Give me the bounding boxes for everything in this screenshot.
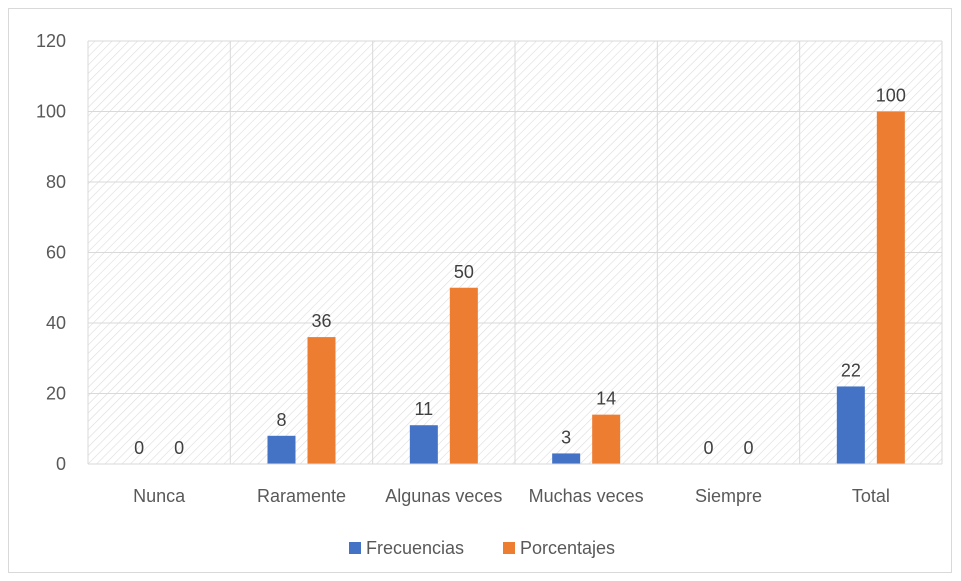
y-axis: 0 20 40 60 80 100 120 <box>36 31 66 474</box>
x-tick-label: Nunca <box>133 486 186 506</box>
data-label: 50 <box>454 262 474 282</box>
x-tick-label: Muchas veces <box>529 486 644 506</box>
bars <box>267 111 905 464</box>
bar-porcentajes <box>449 287 478 464</box>
legend-label-frecuencias: Frecuencias <box>366 538 464 558</box>
x-axis: Nunca Raramente Algunas veces Muchas veces S… <box>88 463 942 506</box>
x-tick-label: Raramente <box>257 486 346 506</box>
data-label: 22 <box>841 360 861 380</box>
y-tick-label: 0 <box>56 454 66 474</box>
legend-swatch-porcentajes <box>503 542 515 554</box>
data-label: 0 <box>134 438 144 458</box>
data-label: 11 <box>414 399 433 419</box>
data-label: 0 <box>174 438 184 458</box>
data-label: 36 <box>311 311 331 331</box>
legend-label-porcentajes: Porcentajes <box>520 538 615 558</box>
y-tick-label: 120 <box>36 31 66 51</box>
data-label: 0 <box>743 438 753 458</box>
y-tick-label: 80 <box>46 172 66 192</box>
data-label: 3 <box>561 427 571 447</box>
gridlines <box>87 40 943 465</box>
data-labels: 0 0 8 36 11 50 3 14 0 0 22 100 <box>134 86 906 459</box>
y-tick-label: 100 <box>36 102 66 122</box>
data-label: 8 <box>276 410 286 430</box>
x-tick-label: Total <box>852 486 890 506</box>
bar-porcentajes <box>876 111 905 464</box>
bar-frecuencias <box>552 453 581 464</box>
bar-porcentajes <box>592 414 621 464</box>
bar-frecuencias <box>836 386 865 464</box>
bar-porcentajes <box>307 337 336 464</box>
x-tick-label: Siempre <box>695 486 762 506</box>
y-tick-label: 60 <box>46 243 66 263</box>
data-label: 14 <box>596 389 616 409</box>
legend: Frecuencias Porcentajes <box>349 538 615 558</box>
bar-frecuencias <box>267 435 296 464</box>
y-tick-label: 40 <box>46 313 66 333</box>
data-label: 100 <box>876 86 906 106</box>
legend-swatch-frecuencias <box>349 542 361 554</box>
bar-frecuencias <box>409 425 438 464</box>
x-tick-label: Algunas veces <box>385 486 502 506</box>
y-tick-label: 20 <box>46 384 66 404</box>
data-label: 0 <box>703 438 713 458</box>
